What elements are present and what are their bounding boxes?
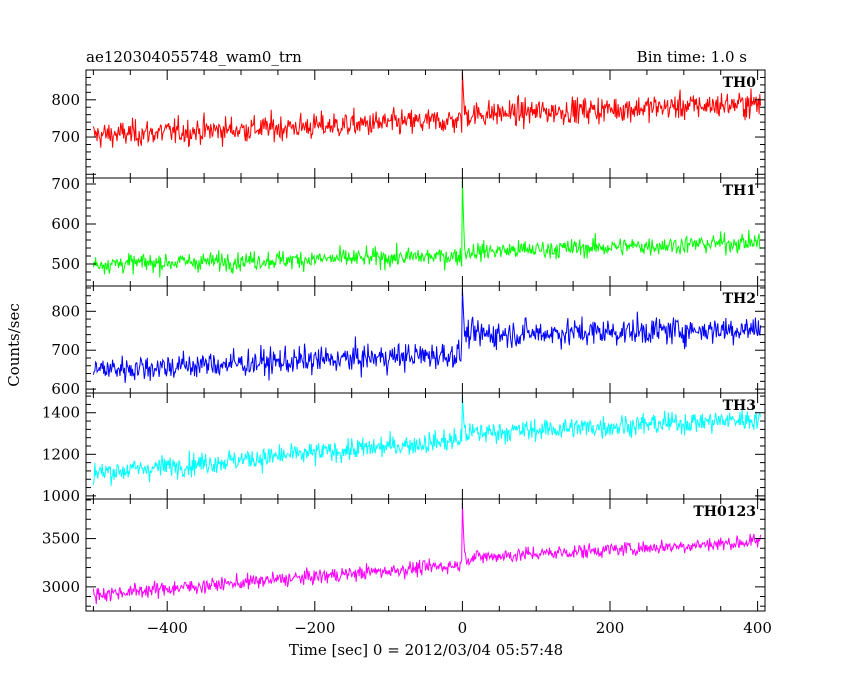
y-tick-label: 1200	[42, 445, 80, 463]
y-tick-label: 700	[51, 175, 80, 193]
x-tick-label: 400	[743, 619, 772, 637]
x-tick-label: −200	[294, 619, 335, 637]
panel-frame	[85, 177, 766, 287]
panel-th0: 700 800 TH0	[51, 69, 766, 179]
y-tick-label: 800	[51, 91, 80, 109]
series-line-th2	[92, 287, 762, 384]
y-tick-label: 500	[51, 255, 80, 273]
chart-title: ae120304055748_wam0_trn	[86, 48, 302, 66]
x-tick-label: −400	[147, 619, 188, 637]
y-tick-label: 600	[51, 380, 80, 398]
x-tick-label: 200	[596, 619, 625, 637]
y-tick-label: 3500	[42, 530, 80, 548]
series-line-th0	[92, 71, 762, 148]
panel-frame	[85, 285, 766, 394]
panel-th2: 600 700 800 TH2	[51, 285, 766, 398]
y-tick-label: 700	[51, 341, 80, 359]
y-tick-label: 1400	[42, 404, 80, 422]
panel-label-th1: TH1	[723, 183, 756, 199]
panel-label-th0123: TH0123	[693, 504, 756, 520]
x-axis-title: Time [sec] 0 = 2012/03/04 05:57:48	[289, 641, 563, 659]
panel-th3: 1000 1200 1400 TH3	[42, 392, 766, 505]
y-tick-label: 800	[51, 302, 80, 320]
y-tick-label: 600	[51, 215, 80, 233]
x-tick-label: 0	[458, 619, 468, 637]
series-line-th0123	[92, 502, 762, 604]
panel-th1: 500 600 700 TH1	[51, 175, 766, 287]
panels-group: 700 800 TH0 500 600 700 TH1 600 700 800 TH2 1000 120…	[42, 69, 772, 637]
y-axis-title: Counts/sec	[5, 303, 23, 387]
y-tick-label: 1000	[42, 487, 80, 505]
panel-label-th3: TH3	[723, 398, 756, 414]
panel-label-th0: TH0	[723, 75, 757, 91]
series-line-th3	[92, 396, 762, 486]
y-tick-label: 700	[51, 128, 80, 146]
series-line-th1	[92, 178, 762, 278]
panel-label-th2: TH2	[723, 291, 756, 307]
panel-th0123: 3000 3500 TH0123 −400 −200 0 200 400	[42, 498, 772, 637]
panel-frame	[85, 498, 766, 612]
y-tick-label: 3000	[42, 578, 80, 596]
bin-time-label: Bin time: 1.0 s	[637, 48, 747, 66]
